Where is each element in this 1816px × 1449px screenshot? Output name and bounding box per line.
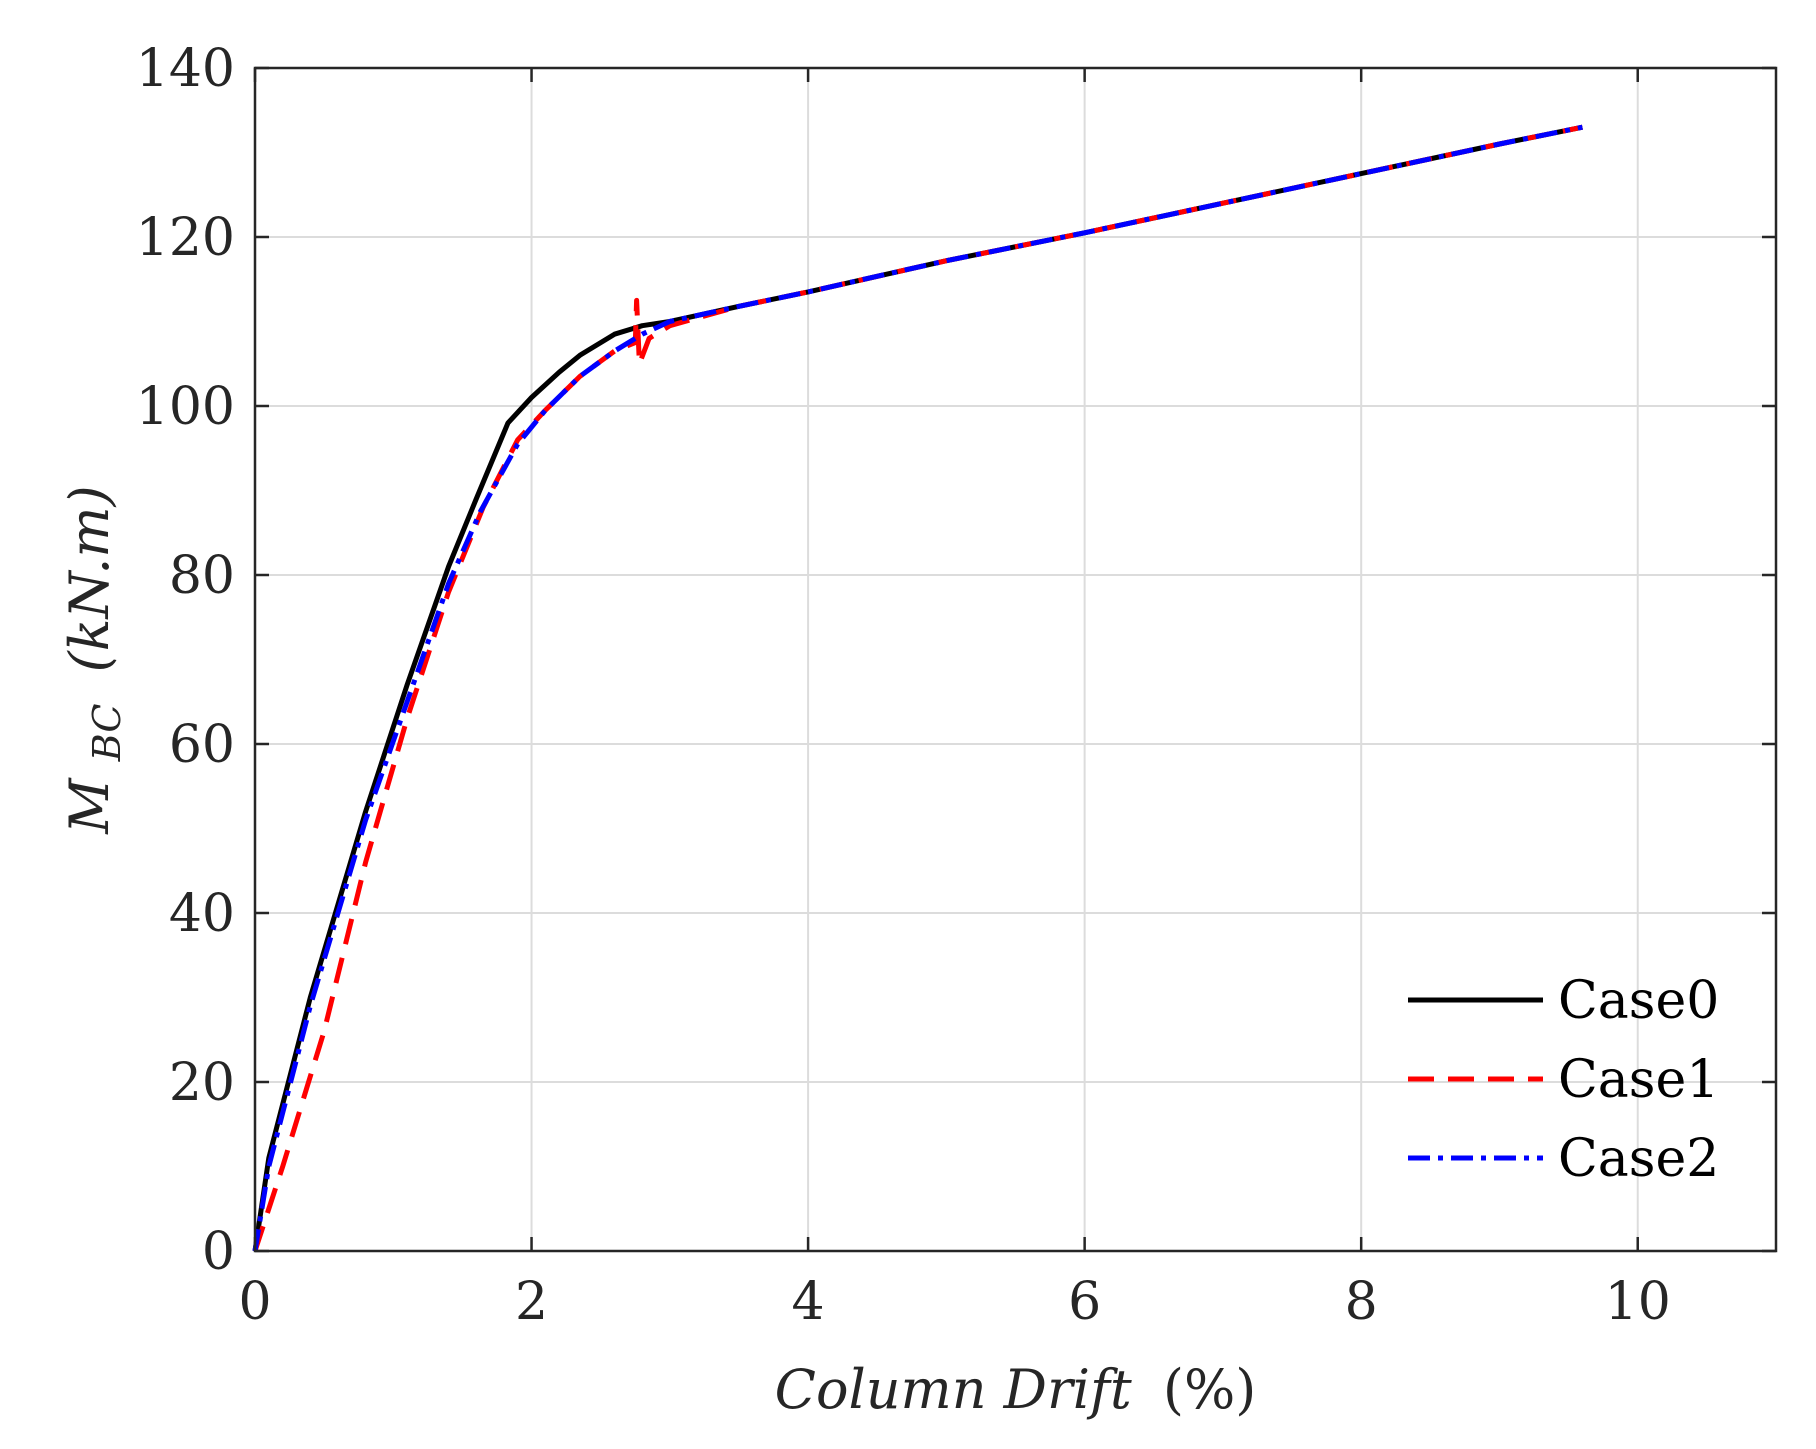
y-axis-title-unit: (kN.m) (58, 485, 121, 672)
y-tick-label: 40 (169, 884, 235, 944)
x-tick-label: 8 (1345, 1272, 1378, 1332)
x-axis-title-italic: Column Drift (775, 1358, 1132, 1421)
series-line-case1 (252, 124, 1583, 1252)
x-axis-title: Column Drift (%) (775, 1358, 1257, 1421)
legend-label-case0: Case0 (1558, 971, 1719, 1031)
series-line-case2 (252, 124, 1583, 1252)
y-tick-label: 100 (136, 377, 235, 437)
axis-ticks (253, 66, 1776, 1253)
y-tick-label: 120 (136, 208, 235, 268)
y-axis-title: M BC (kN.m) (58, 485, 133, 834)
y-axis-title-symbol: M (58, 777, 121, 835)
y-tick-label: 60 (169, 715, 235, 775)
y-axis-title-subscript: BC (85, 704, 129, 763)
legend-label-case2: Case2 (1558, 1129, 1719, 1189)
y-tick-label: 0 (202, 1222, 235, 1282)
plot-lines (252, 124, 1583, 1252)
grid-lines (255, 68, 1776, 1251)
y-tick-label: 140 (136, 39, 235, 99)
y-tick-label: 80 (169, 546, 235, 606)
x-tick-label: 0 (238, 1272, 271, 1332)
y-tick-label: 20 (169, 1053, 235, 1113)
x-axis-title-unit: (%) (1163, 1358, 1256, 1421)
x-tick-label: 2 (515, 1272, 548, 1332)
x-tick-label: 10 (1605, 1272, 1671, 1332)
legend-label-case1: Case1 (1558, 1050, 1719, 1110)
x-tick-label: 4 (792, 1272, 825, 1332)
legend: Case0 Case1 Case2 (1408, 971, 1719, 1189)
x-tick-label: 6 (1068, 1272, 1101, 1332)
axes-box (253, 66, 1778, 1253)
